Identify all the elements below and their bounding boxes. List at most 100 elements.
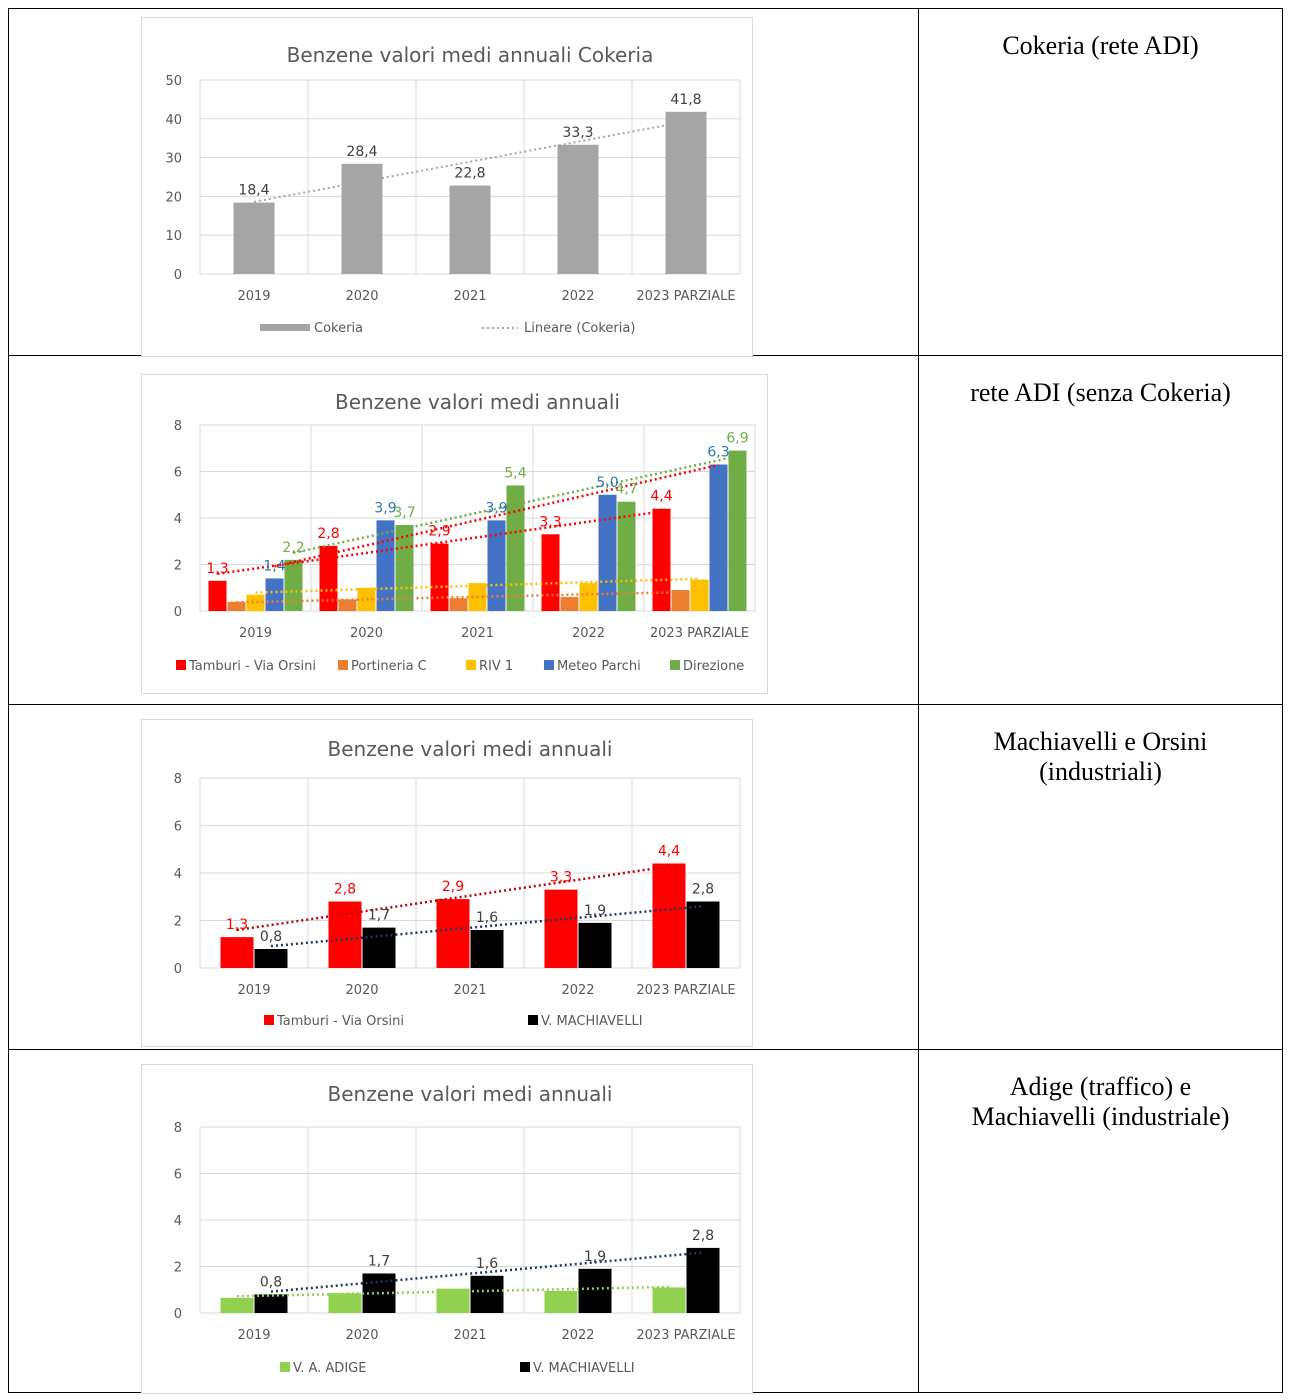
legend-label: V. MACHIAVELLI <box>533 1361 635 1376</box>
row-label-4: Adige (traffico) e Machiavelli (industri… <box>971 1072 1230 1131</box>
label-cell-1: Cokeria (rete ADI) <box>918 8 1283 356</box>
x-tick-label: 2021 <box>453 289 486 304</box>
x-tick-label: 2022 <box>561 289 594 304</box>
bar-5 <box>284 559 303 611</box>
bar-1 <box>233 202 275 274</box>
data-label: 0,8 <box>260 1274 282 1290</box>
x-tick-label: 2021 <box>461 626 494 641</box>
data-label: 4,4 <box>658 844 680 860</box>
bar-1 <box>220 1297 254 1313</box>
y-tick-label: 30 <box>165 152 182 167</box>
data-label: 4,7 <box>615 482 637 498</box>
legend-swatch <box>176 660 186 670</box>
data-label: 22,8 <box>454 166 485 182</box>
bar-3 <box>246 594 265 611</box>
chart-title: Benzene valori medi annuali <box>328 1082 613 1106</box>
row-label-1: Cokeria (rete ADI) <box>1002 31 1199 60</box>
bar-2 <box>254 1294 288 1313</box>
legend-swatch <box>544 660 554 670</box>
trendline <box>293 454 738 555</box>
bar-3 <box>690 579 709 611</box>
legend-swatch <box>528 1015 538 1025</box>
legend-swatch <box>670 660 680 670</box>
bar-1 <box>544 1290 578 1313</box>
x-tick-label: 2020 <box>345 1328 378 1343</box>
bar-2 <box>671 590 690 611</box>
y-tick-label: 0 <box>174 605 182 620</box>
data-label: 2,8 <box>692 1228 714 1244</box>
data-label: 2,8 <box>334 882 356 898</box>
trendline <box>270 905 704 948</box>
data-label: 2,8 <box>692 882 714 898</box>
x-tick-label: 2023 PARZIALE <box>636 983 735 998</box>
x-tick-label: 2021 <box>453 1328 486 1343</box>
data-label: 3,9 <box>485 500 507 516</box>
bar-5 <box>506 485 525 611</box>
legend-swatch <box>264 1015 274 1025</box>
data-label: 1,6 <box>476 910 498 926</box>
data-label: 4,4 <box>650 489 672 505</box>
y-tick-label: 0 <box>174 268 182 283</box>
trendline <box>236 590 681 604</box>
bar-1 <box>541 534 560 611</box>
trendline <box>236 1285 670 1298</box>
bar-2 <box>578 1268 612 1313</box>
bar-2 <box>362 927 396 968</box>
bar-2 <box>470 930 504 968</box>
bar-3 <box>579 583 598 611</box>
x-tick-label: 2020 <box>350 626 383 641</box>
data-label: 28,4 <box>346 144 377 160</box>
x-tick-label: 2020 <box>345 983 378 998</box>
bar-1 <box>220 937 254 968</box>
x-tick-label: 2019 <box>239 626 272 641</box>
legend-label: Meteo Parchi <box>557 659 641 674</box>
chart-adige-machiavelli: Benzene valori medi annuali 0 2 4 6 8 0,8 1,7 1,… <box>174 1082 741 1376</box>
y-tick-label: 20 <box>165 190 182 205</box>
data-label: 2,8 <box>317 526 339 542</box>
bar-2 <box>449 598 468 611</box>
bar-4 <box>376 520 395 611</box>
legend-label: Cokeria <box>314 321 363 336</box>
trendline <box>270 1251 704 1293</box>
y-tick-label: 6 <box>174 820 182 835</box>
y-tick-label: 8 <box>174 1121 182 1136</box>
bar-1 <box>430 543 449 611</box>
x-tick-label: 2022 <box>572 626 605 641</box>
data-label: 3,9 <box>374 500 396 516</box>
data-label: 1,7 <box>368 908 390 924</box>
x-tick-label: 2023 PARZIALE <box>636 289 735 304</box>
x-tick-label: 2019 <box>237 1328 270 1343</box>
label-cell-2: rete ADI (senza Cokeria) <box>918 355 1283 705</box>
y-tick-label: 40 <box>165 113 182 128</box>
chart-title: Benzene valori medi annuali <box>328 737 613 761</box>
bar-2 <box>578 922 612 968</box>
trendline <box>255 577 700 594</box>
bar-5 <box>617 501 636 611</box>
chart-title: Benzene valori medi annuali Cokeria <box>287 43 654 67</box>
legend-swatch <box>260 324 310 331</box>
chart-cokeria: Benzene valori medi annuali Cokeria 0 10 20… <box>165 43 741 336</box>
data-label: 1,4 <box>263 558 285 574</box>
x-tick-label: 2022 <box>561 983 594 998</box>
bar-2 <box>338 599 357 611</box>
chart-box-3: Benzene valori medi annuali 0 2 4 6 8 1,3 2,8 2,… <box>141 719 753 1047</box>
x-tick-label: 2020 <box>345 289 378 304</box>
bar-2 <box>227 601 246 611</box>
data-label: 3,7 <box>393 505 415 521</box>
bar-1 <box>208 580 227 611</box>
legend-label: Portineria C <box>351 659 427 674</box>
bar-4 <box>265 578 284 611</box>
chart-machiavelli-orsini: Benzene valori medi annuali 0 2 4 6 8 1,3 2,8 2,… <box>174 737 741 1029</box>
data-label: 5,0 <box>596 475 618 491</box>
y-tick-label: 2 <box>174 1261 182 1276</box>
x-tick-label: 2019 <box>237 289 270 304</box>
chart-title: Benzene valori medi annuali <box>335 390 620 414</box>
y-tick-label: 6 <box>174 466 182 481</box>
data-label: 1,7 <box>368 1253 390 1269</box>
data-label: 41,8 <box>670 92 701 108</box>
x-tick-label: 2023 PARZIALE <box>650 626 749 641</box>
bar-1 <box>665 111 707 274</box>
bar-4 <box>487 520 506 611</box>
data-label: 18,4 <box>238 183 269 199</box>
bar-2 <box>686 901 720 968</box>
